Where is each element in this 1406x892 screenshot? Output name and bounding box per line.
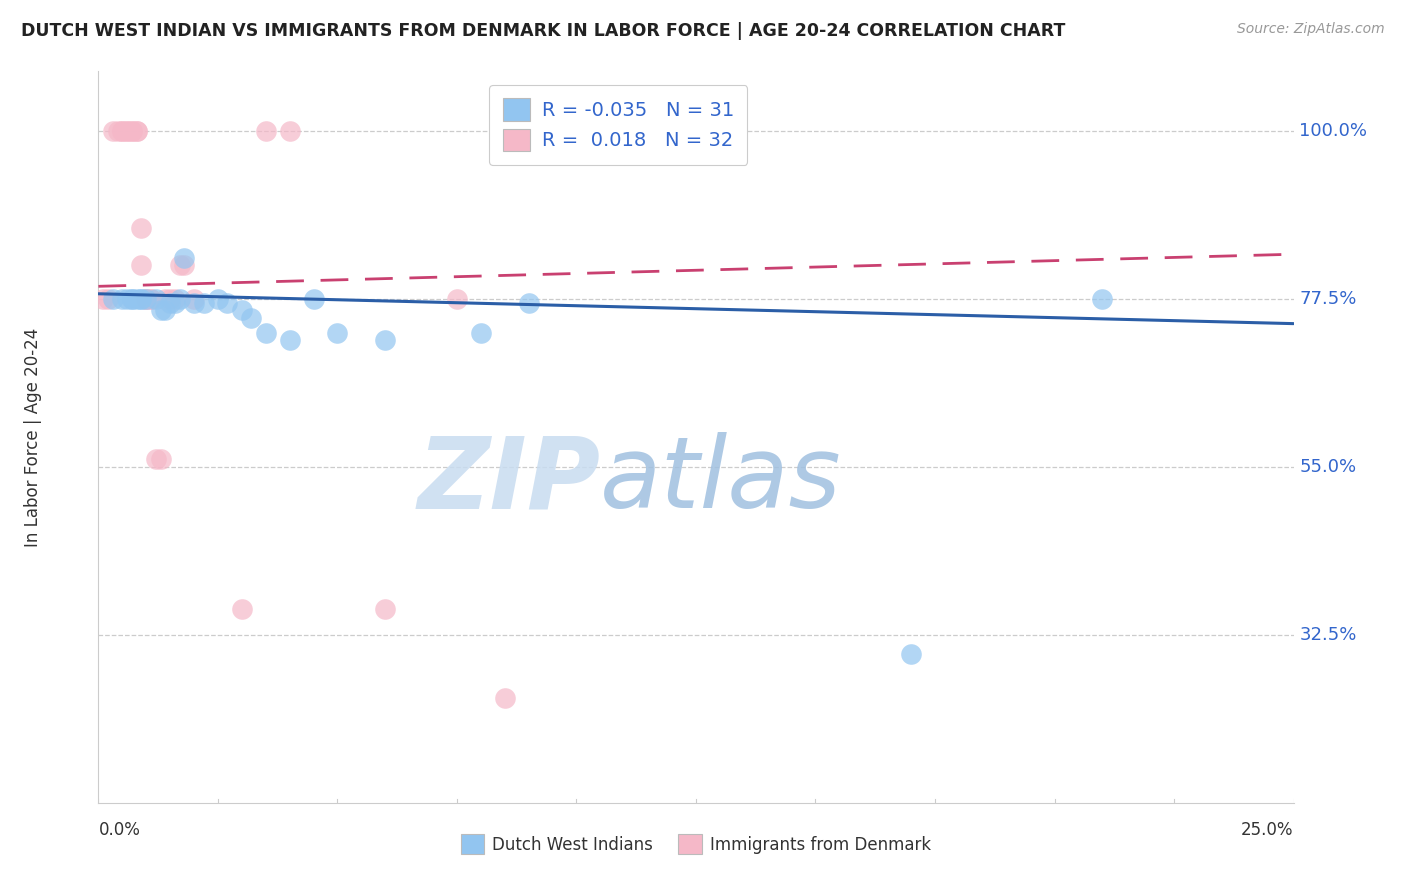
Point: [139, 292, 162, 306]
Point: [517, 295, 540, 310]
Point: [91, 292, 114, 306]
Point: [231, 601, 253, 615]
Point: [159, 295, 181, 310]
Point: [135, 292, 157, 306]
Point: [125, 292, 148, 306]
Point: [326, 326, 349, 340]
Point: [125, 124, 148, 138]
Point: [149, 303, 172, 318]
Point: [135, 292, 157, 306]
Point: [135, 292, 157, 306]
Point: [254, 326, 277, 340]
Point: [125, 124, 148, 138]
Point: [278, 333, 301, 347]
Point: [131, 292, 153, 306]
Point: [173, 251, 195, 265]
Point: [111, 124, 134, 138]
Point: [131, 259, 153, 273]
Text: atlas: atlas: [600, 433, 842, 530]
Point: [900, 647, 922, 661]
Point: [240, 310, 263, 325]
Point: [193, 295, 215, 310]
Point: [111, 124, 134, 138]
Point: [173, 259, 195, 273]
Point: [254, 124, 277, 138]
Point: [163, 295, 186, 310]
Point: [155, 292, 177, 306]
Point: [121, 292, 143, 306]
Point: [183, 295, 205, 310]
Point: [446, 292, 468, 306]
Text: In Labor Force | Age 20-24: In Labor Force | Age 20-24: [24, 327, 42, 547]
Point: [115, 292, 138, 306]
Point: [155, 303, 177, 318]
Point: [111, 292, 134, 306]
Text: 0.0%: 0.0%: [98, 822, 141, 839]
Point: [107, 124, 129, 138]
Point: [97, 292, 120, 306]
Point: [374, 601, 396, 615]
Point: [101, 292, 124, 306]
Point: [159, 292, 181, 306]
Point: [131, 221, 153, 235]
Point: [115, 124, 138, 138]
Point: [145, 292, 167, 306]
Point: [121, 124, 143, 138]
Point: [1091, 292, 1114, 306]
Text: 55.0%: 55.0%: [1299, 458, 1357, 476]
Point: [207, 292, 229, 306]
Point: [115, 124, 138, 138]
Point: [183, 292, 205, 306]
Point: [278, 124, 301, 138]
Text: DUTCH WEST INDIAN VS IMMIGRANTS FROM DENMARK IN LABOR FORCE | AGE 20-24 CORRELAT: DUTCH WEST INDIAN VS IMMIGRANTS FROM DEN…: [21, 22, 1066, 40]
Point: [169, 292, 191, 306]
Point: [470, 326, 492, 340]
Point: [121, 124, 143, 138]
Point: [139, 292, 162, 306]
Point: [374, 333, 396, 347]
Text: 32.5%: 32.5%: [1299, 626, 1357, 644]
Point: [494, 691, 516, 706]
Text: Source: ZipAtlas.com: Source: ZipAtlas.com: [1237, 22, 1385, 37]
Point: [145, 452, 167, 467]
Text: 25.0%: 25.0%: [1241, 822, 1294, 839]
Text: 100.0%: 100.0%: [1299, 122, 1368, 140]
Point: [131, 292, 153, 306]
Point: [121, 292, 143, 306]
Legend: Dutch West Indians, Immigrants from Denmark: Dutch West Indians, Immigrants from Denm…: [454, 828, 938, 860]
Point: [302, 292, 325, 306]
Point: [149, 452, 172, 467]
Point: [231, 303, 253, 318]
Text: ZIP: ZIP: [418, 433, 600, 530]
Point: [169, 259, 191, 273]
Text: 77.5%: 77.5%: [1299, 290, 1357, 308]
Point: [101, 124, 124, 138]
Point: [217, 295, 239, 310]
Point: [163, 292, 186, 306]
